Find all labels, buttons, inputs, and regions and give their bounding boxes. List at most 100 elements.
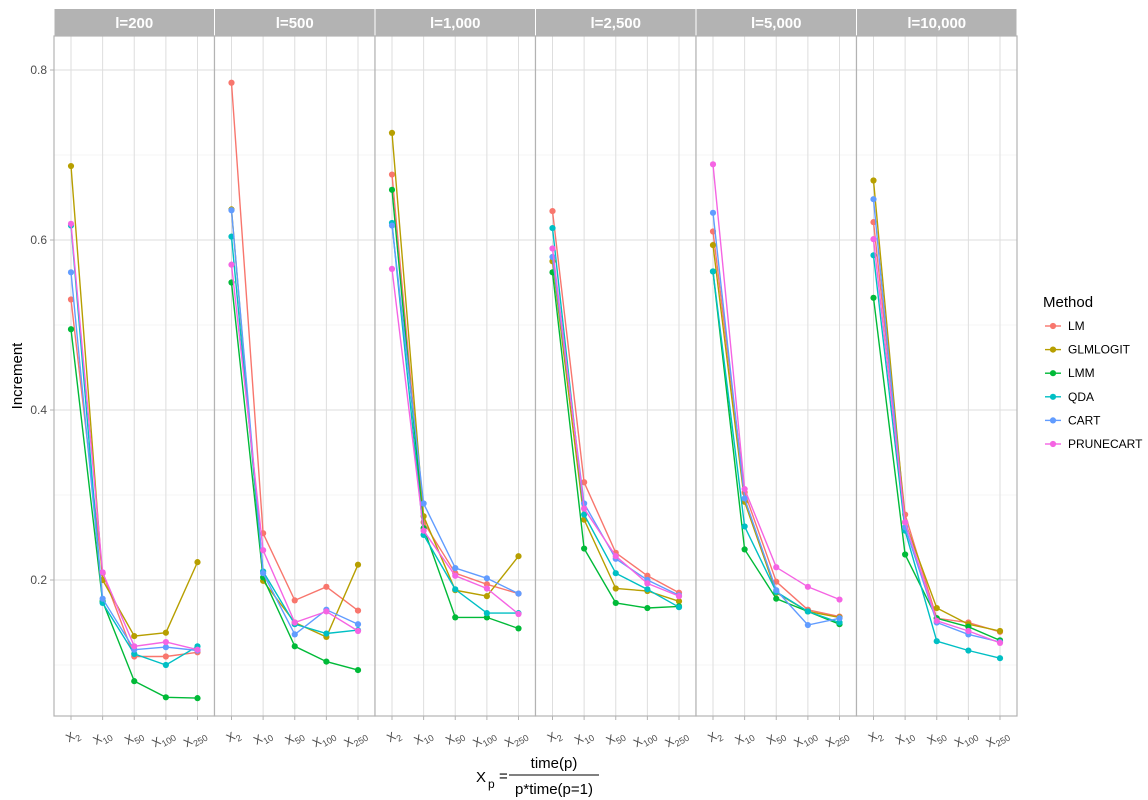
x-tick-label: X2 — [384, 726, 404, 747]
x-tick-label: X50 — [283, 726, 307, 750]
data-point — [933, 638, 940, 645]
facet-strip-label: l=2,500 — [591, 15, 641, 32]
data-point — [131, 643, 138, 650]
data-point — [483, 593, 490, 600]
facet-strip-label: l=1,000 — [430, 15, 480, 32]
data-point — [162, 661, 169, 669]
facet-panel: l=200 X2 X10 X50 X100 X250 — [53, 9, 216, 750]
data-point — [291, 631, 298, 638]
facet-strip-label: l=5,000 — [751, 15, 801, 32]
data-point — [804, 621, 811, 629]
data-point — [194, 695, 201, 702]
x-tick-label: X2 — [866, 726, 886, 747]
data-point — [836, 615, 843, 622]
data-point — [194, 559, 201, 566]
data-point — [67, 326, 75, 333]
y-tick-label: 0.6 — [30, 233, 47, 247]
legend-item: LM — [1045, 319, 1085, 333]
y-tick-label: 0.2 — [30, 573, 47, 587]
facet-panel: l=1,000 X2 X10 X50 X100 X250 — [374, 9, 537, 752]
data-point — [549, 245, 556, 252]
data-point — [131, 650, 138, 658]
data-point — [709, 268, 717, 275]
data-point — [452, 565, 459, 572]
legend-label: QDA — [1068, 390, 1094, 404]
data-point — [194, 646, 201, 653]
data-point — [675, 604, 683, 611]
x-tick-label: X10 — [251, 726, 275, 750]
data-point — [965, 623, 972, 630]
x-tick-label: X10 — [412, 726, 436, 750]
data-point — [388, 186, 396, 193]
data-point — [549, 225, 556, 232]
x-tick-label: X100 — [791, 726, 819, 752]
data-point — [773, 587, 780, 594]
data-point — [549, 253, 556, 261]
x-tick-label: X50 — [764, 726, 788, 750]
legend-label: LMM — [1068, 366, 1095, 380]
legend-key-point — [1049, 370, 1057, 377]
data-point — [388, 171, 396, 178]
y-axis-title: Increment — [9, 342, 26, 410]
data-point — [99, 569, 106, 576]
data-point — [965, 627, 972, 635]
x-title-denominator: p*time(p=1) — [515, 781, 593, 798]
data-point — [933, 617, 940, 624]
facet-strip-label: l=200 — [115, 15, 153, 32]
data-point — [612, 570, 619, 577]
data-point — [996, 655, 1004, 662]
x-tick-label: X100 — [631, 726, 659, 752]
data-point — [323, 630, 330, 637]
legend-item: LMM — [1045, 366, 1095, 380]
legend-label: GLMLOGIT — [1068, 343, 1131, 357]
facet-panel: l=2,500 X2 X10 X50 X100 X250 — [534, 9, 697, 752]
data-point — [675, 593, 683, 600]
data-point — [741, 485, 748, 493]
x-tick-label: X10 — [91, 726, 115, 750]
x-tick-label: X100 — [310, 726, 338, 752]
data-point — [483, 575, 490, 582]
data-point — [741, 546, 748, 553]
data-point — [515, 625, 522, 632]
x-tick-label: X2 — [545, 726, 565, 747]
x-title-lhs-subscript: p — [488, 777, 495, 791]
data-point — [644, 586, 651, 593]
x-tick-label: X10 — [572, 726, 596, 750]
data-point — [162, 629, 169, 636]
y-tick-label: 0.4 — [30, 403, 47, 417]
data-point — [99, 595, 106, 602]
data-point — [741, 495, 748, 502]
data-point — [612, 585, 619, 592]
data-point — [870, 177, 877, 184]
data-point — [644, 572, 651, 579]
data-point — [773, 578, 780, 585]
facet-strip — [215, 9, 375, 36]
data-point — [162, 638, 169, 646]
data-point — [804, 608, 811, 615]
facet-panel: l=10,000 X2 X10 X50 X100 X250 — [855, 9, 1018, 752]
data-point — [483, 610, 490, 617]
data-point — [483, 581, 490, 588]
data-point — [162, 644, 169, 651]
data-point — [902, 519, 909, 526]
x-tick-label: X100 — [470, 726, 498, 752]
data-point — [67, 296, 75, 303]
facet-panel: l=500 X2 X10 X50 X100 X250 — [213, 9, 376, 752]
data-point — [354, 561, 362, 568]
data-point — [228, 261, 235, 268]
x-tick-label: X50 — [122, 726, 146, 750]
data-point — [515, 590, 522, 597]
data-point — [933, 604, 940, 612]
x-tick-label: X250 — [502, 726, 530, 752]
x-tick-label: X250 — [984, 726, 1012, 752]
facet-strip-label: l=500 — [276, 15, 314, 32]
data-point — [581, 479, 588, 486]
data-point — [709, 161, 717, 168]
data-point — [581, 505, 588, 512]
x-tick-label: X50 — [443, 726, 467, 750]
legend-items: LM GLMLOGIT LMM QDA CART PRUNECART — [1045, 319, 1143, 451]
facet-strip — [857, 9, 1017, 36]
legend-label: PRUNECART — [1068, 437, 1143, 451]
data-point — [228, 207, 235, 214]
